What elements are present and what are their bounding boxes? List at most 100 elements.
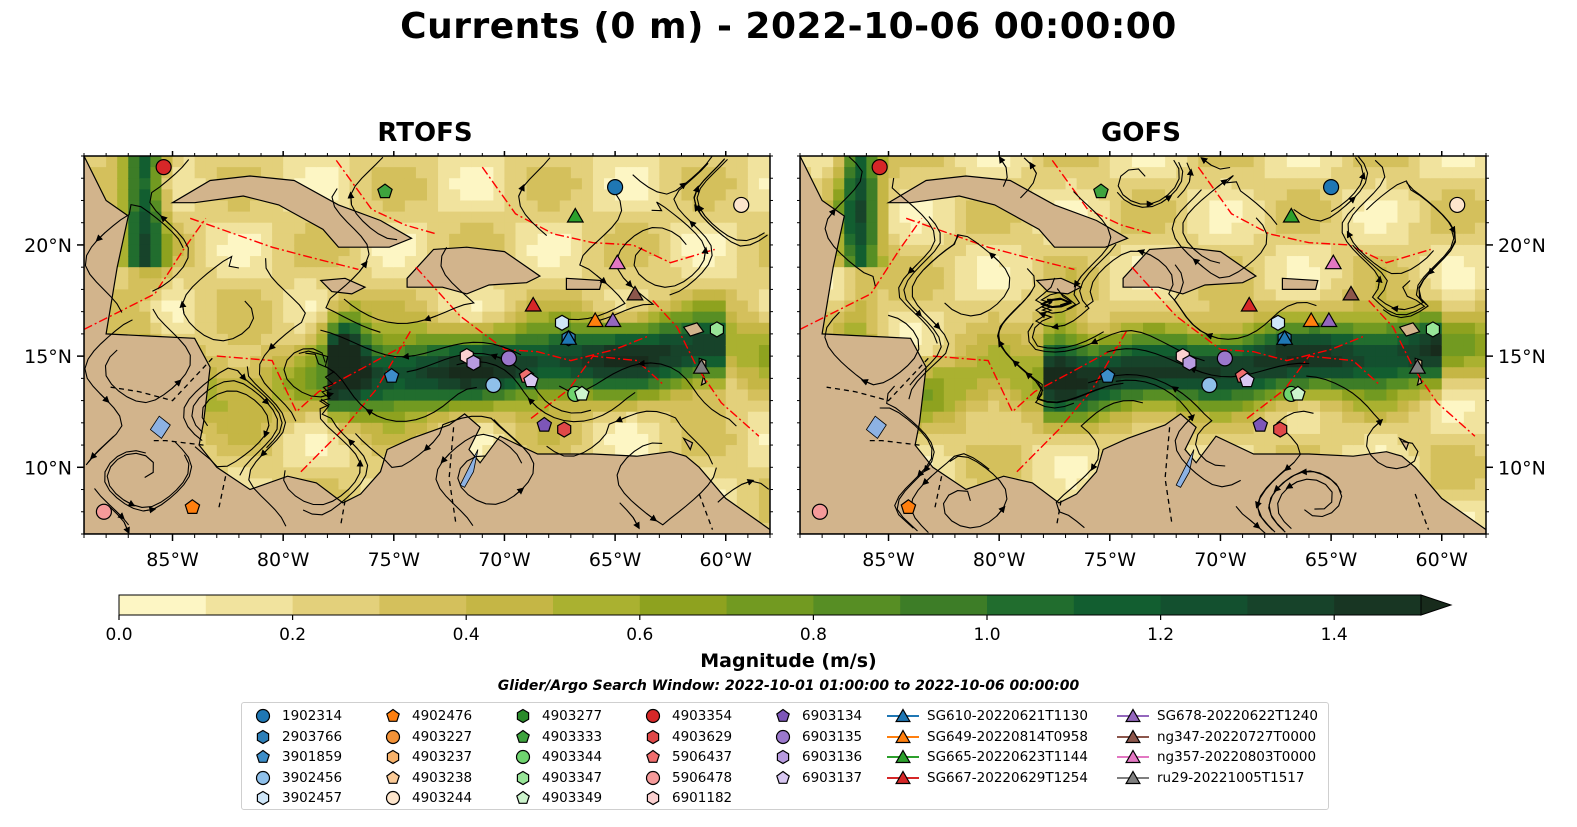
colorbar-bin [1334,595,1422,615]
figure-title: Currents (0 m) - 2022-10-06 00:00:00 [400,6,1177,47]
obs-marker-SG665-20220623T1144 [1282,207,1301,223]
obs-marker-5906478 [95,503,113,520]
legend-marker-pentagon-icon [776,708,790,722]
colorbar-bin [900,595,988,615]
legend-item: 4903227 [382,727,472,747]
lon-tick-label: 75°W [368,549,421,571]
legend-item: 6903136 [772,747,862,767]
obs-marker-ng357-20220803T0000 [608,254,627,270]
obs-marker-6903137 [523,372,539,388]
legend-marker-triangle-icon [887,749,919,764]
lon-tick-label: 80°W [973,549,1026,571]
colorbar-bin [987,595,1075,615]
legend-item: 6903137 [772,768,862,788]
colorbar-label: Magnitude (m/s) [700,650,877,672]
legend-marker-triangle-icon [1117,728,1149,743]
obs-marker-SG678-20220622T1240 [1320,311,1338,328]
obs-marker-4903349 [1290,385,1306,401]
legend-label: 4903344 [542,749,603,765]
panel-title-gofs: GOFS [1101,118,1181,148]
colorbar-tick-label: 0.6 [626,625,653,645]
obs-marker-4903629 [1273,421,1288,438]
legend-marker-hexagon-icon [646,790,660,806]
legend-item: 4903238 [382,768,472,788]
map-panel-rtofs [83,155,771,535]
obs-marker-4903349 [574,385,590,401]
colorbar-bin [379,595,467,615]
obs-marker-6903135 [1216,350,1233,367]
colorbar-tick-label: 0.4 [453,625,480,645]
obs-marker-ng357-20220803T0000 [1324,254,1343,270]
coastline [1281,277,1319,290]
map-axes: 85°W 80°W 75°W 70°W 65°W 60°W 10°N 15°N 20°N 85°W… [24,151,1546,571]
search-window-label: Glider/Argo Search Window: 2022-10-01 01… [497,678,1080,694]
coastline [1398,436,1410,451]
legend-label: SG665-20220623T1144 [927,749,1088,765]
legend-item: 6903135 [772,727,862,747]
map-content [84,156,770,534]
colorbar-bin [1247,595,1335,615]
obs-marker-3902457 [554,314,570,331]
obs-marker-SG610-20220621T1130 [559,329,578,345]
obs-marker-4903333 [1093,183,1109,199]
coastline [700,373,707,387]
legend-marker-circle-icon [255,770,271,785]
obs-marker-4903347 [709,321,725,338]
legend-label: SG678-20220622T1240 [1157,708,1318,724]
legend-marker-pentagon-icon [256,749,270,763]
colorbar-bin [292,595,380,615]
legend-marker-hexagon-icon [776,749,790,765]
legend-item: SG667-20220629T1254 [887,768,1088,788]
legend-item: SG610-20220621T1130 [887,706,1088,726]
coastline [406,246,542,295]
legend: 1902314 2903766 3901859 3902456 3902457 49024… [241,702,1329,810]
legend-item: 5906437 [642,747,732,767]
colorbar-tick-label: 0.2 [279,625,306,645]
legend-item: 5906478 [642,768,732,788]
obs-marker-4903354 [871,159,888,176]
obs-marker-6903134 [1252,416,1269,432]
legend-label: 2903766 [282,728,343,745]
legend-marker-hexagon-icon [646,729,660,744]
legend-label: 4903244 [412,790,473,806]
legend-label: SG610-20220621T1130 [927,708,1088,724]
lon-tick-label: 70°W [478,549,531,571]
obs-marker-3901859 [1099,367,1116,383]
lake [459,449,479,488]
legend-label: 4903349 [542,790,603,806]
legend-item: 2903766 [252,727,342,747]
colorbar-tick-label: 1.2 [1147,625,1174,645]
colorbar-bin [1160,595,1248,615]
lon-tick-label: 80°W [257,549,310,571]
legend-item: 4903349 [512,788,602,808]
colorbar-bin [119,595,207,615]
legend-item: 4903629 [642,727,732,747]
legend-item: 4903344 [512,747,602,767]
coastline [682,322,705,337]
obs-marker-3902456 [1201,376,1218,394]
lon-tick-label: 75°W [1084,549,1137,571]
legend-marker-triangle-icon [887,728,919,743]
coastline [170,175,413,248]
obs-marker-6903136 [466,354,481,371]
lon-tick-label: 70°W [1194,549,1247,571]
country-borders [826,357,1430,530]
legend-marker-hexagon-icon [516,770,530,785]
country-borders [110,357,714,530]
lon-tick-label: 60°W [700,549,753,571]
legend-item: SG678-20220622T1240 [1117,706,1318,726]
coastline [682,436,694,451]
legend-marker-circle-icon [645,770,661,785]
legend-label: 4903354 [672,708,733,724]
legend-marker-circle-icon [255,708,271,724]
legend-item: 1902314 [252,706,342,726]
legend-marker-pentagon-icon [776,770,790,784]
legend-label: 6903134 [802,708,863,724]
legend-item: 4903277 [512,706,602,726]
legend-label: 5906437 [672,749,733,765]
obs-marker-6903135 [500,350,517,367]
obs-marker-4903354 [155,159,172,176]
obs-marker-4902476 [184,499,201,515]
colorbar-bin [553,595,641,615]
